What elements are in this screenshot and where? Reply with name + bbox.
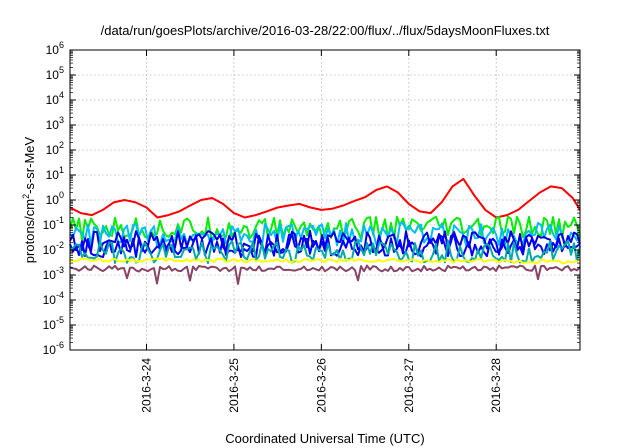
x-axis-label: Coordinated Universal Time (UTC) (225, 431, 424, 446)
y-tick-label: 102 (46, 140, 64, 157)
series-line (69, 239, 581, 265)
y-tick-label: 10-1 (43, 215, 64, 232)
x-tick-label: 2016-3-25 (227, 358, 241, 413)
y-tick-label: 106 (46, 40, 64, 57)
series-line (69, 233, 581, 259)
x-tick-label: 2016-3-26 (314, 358, 328, 413)
y-axis-label: protons/cm2-s-sr-MeV (21, 136, 37, 263)
chart-title: /data/run/goesPlots/archive/2016-03-28/2… (101, 23, 550, 38)
y-tick-label: 101 (46, 165, 64, 182)
y-tick-label: 105 (46, 65, 64, 82)
series-line (69, 257, 581, 265)
y-tick-label: 10-6 (43, 340, 64, 357)
y-tick-label: 10-2 (43, 240, 64, 257)
y-tick-label: 103 (46, 115, 64, 132)
grid (70, 50, 580, 350)
y-tick-label: 104 (46, 90, 64, 107)
axis-ticks: 106 105 104 103 102 101 100 10-1 10-2 10-3 10-4 10-… (43, 40, 580, 413)
y-tick-label: 100 (46, 190, 64, 207)
x-tick-label: 2016-3-24 (140, 358, 154, 413)
y-tick-label: 10-5 (43, 315, 64, 332)
y-tick-label: 10-3 (43, 265, 64, 282)
series-line (69, 222, 581, 247)
x-tick-label: 2016-3-28 (489, 358, 503, 413)
x-tick-label: 2016-3-27 (402, 358, 416, 413)
series-line (69, 264, 581, 285)
series-group (69, 177, 581, 285)
y-tick-label: 10-4 (43, 290, 64, 307)
